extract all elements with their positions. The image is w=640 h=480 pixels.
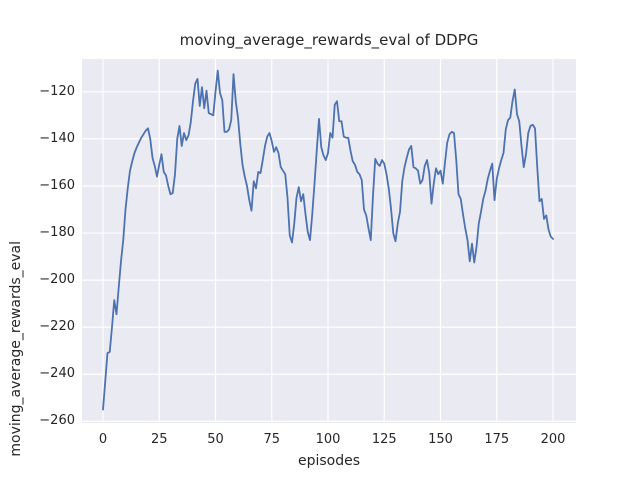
data-line <box>102 69 554 411</box>
y-tick-label: −240 <box>39 366 75 382</box>
x-tick-label: 200 <box>540 432 566 447</box>
x-tick-label: 100 <box>315 432 341 447</box>
y-tick-label: −260 <box>39 413 75 429</box>
x-axis-label: episodes <box>297 453 361 469</box>
chart-title: moving_average_rewards_eval of DDPG <box>179 31 479 49</box>
y-tick-label: −180 <box>39 225 75 241</box>
plot-canvas <box>82 59 576 423</box>
plot-area <box>82 59 576 423</box>
x-tick-label: 0 <box>98 432 108 447</box>
x-tick-label: 75 <box>263 432 280 447</box>
x-tick-label: 175 <box>484 432 510 447</box>
y-tick-label: −160 <box>39 177 75 193</box>
y-tick-label: −200 <box>39 272 75 288</box>
x-tick-label: 150 <box>428 432 453 447</box>
y-tick-label: −220 <box>39 319 75 335</box>
x-tick-label: 25 <box>150 432 168 447</box>
y-axis-label-text: moving_average_rewards_eval <box>8 240 24 457</box>
x-tick-label: 50 <box>207 432 224 447</box>
y-tick-label: −120 <box>39 83 75 99</box>
y-tick-label: −140 <box>39 130 75 146</box>
x-tick-label: 125 <box>371 432 397 447</box>
